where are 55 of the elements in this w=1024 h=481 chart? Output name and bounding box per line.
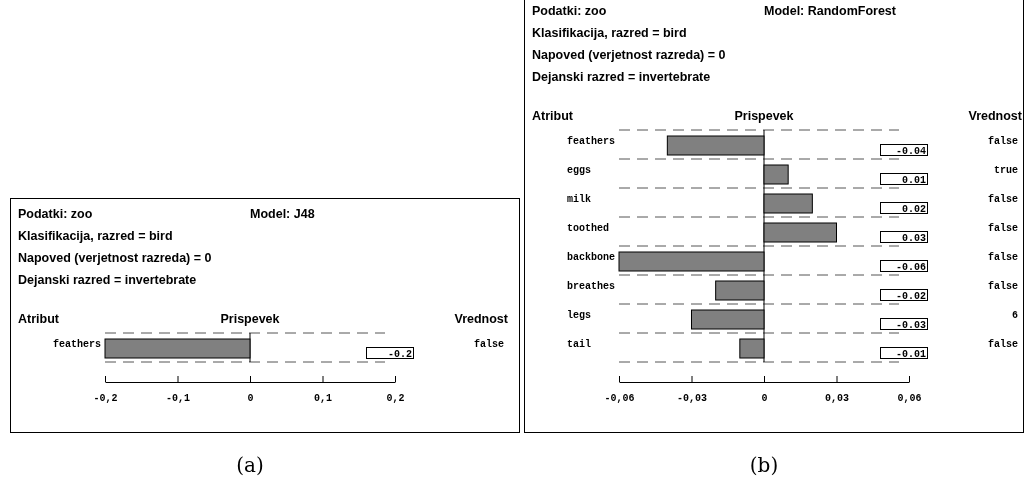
x-tick-label: 0	[761, 393, 768, 404]
data-label: -0.02	[895, 290, 926, 302]
y2-axis-title: Vrednost	[454, 312, 509, 326]
text: Dejanski razred = invertebrate	[18, 273, 197, 287]
x-tick-label: 0,1	[313, 393, 333, 404]
y2-axis-title: Vrednost	[968, 109, 1023, 123]
text: (a)	[236, 453, 264, 477]
x-tick-label: -0,03	[676, 393, 708, 404]
x-tick-label: 0,2	[386, 393, 405, 404]
data-label: -0.2	[387, 348, 412, 360]
y-tick-label: eggs	[567, 165, 592, 176]
text: Napoved (verjetnost razreda) = 0	[532, 48, 726, 62]
text: (b)	[749, 453, 779, 477]
text: Klasifikacija, razred = bird	[532, 26, 687, 40]
y-axis-title: Atribut	[18, 312, 60, 326]
data-label: 0.03	[901, 232, 926, 244]
text: false	[987, 223, 1018, 234]
y-tick-label: backbone	[567, 252, 616, 263]
text: Napoved (verjetnost razreda) = 0	[18, 251, 212, 265]
text: false	[987, 194, 1018, 205]
data-label: 0.02	[901, 203, 926, 215]
y-tick-label: feathers	[53, 339, 102, 350]
data-label: -0.03	[895, 319, 926, 331]
chart-title: Podatki: zoo	[532, 4, 607, 18]
y-tick-label: toothed	[567, 223, 610, 234]
text: Klasifikacija, razred = bird	[18, 229, 173, 243]
text: false	[473, 339, 504, 350]
x-axis-title: Prispevek	[220, 312, 280, 326]
x-tick-label: -0,06	[604, 393, 635, 404]
text: false	[987, 136, 1018, 147]
text: true	[993, 165, 1018, 176]
x-tick-label: -0,1	[165, 393, 191, 404]
y-tick-label: breathes	[567, 281, 616, 292]
data-label: -0.06	[895, 261, 926, 273]
data-label: 0.01	[901, 174, 926, 186]
x-tick-label: 0,03	[824, 393, 850, 404]
text: false	[987, 281, 1018, 292]
data-label: -0.04	[895, 145, 926, 157]
chart-subtitle: Model: J48	[250, 207, 315, 221]
y-tick-label: feathers	[567, 136, 616, 147]
x-tick-label: 0,06	[897, 393, 922, 404]
y-tick-label: tail	[567, 339, 592, 350]
x-tick-label: 0	[247, 393, 254, 404]
y-axis-title: Atribut	[532, 109, 574, 123]
chart-title: Podatki: zoo	[18, 207, 93, 221]
text: false	[987, 252, 1018, 263]
chart-subtitle: Model: RandomForest	[764, 4, 897, 18]
data-label: -0.01	[895, 348, 926, 360]
y-tick-label: legs	[567, 310, 592, 321]
text: false	[987, 339, 1018, 350]
text: 6	[1011, 310, 1018, 321]
y-tick-label: milk	[567, 194, 592, 205]
text: Dejanski razred = invertebrate	[532, 70, 711, 84]
x-tick-label: -0,2	[93, 393, 118, 404]
x-axis-title: Prispevek	[734, 109, 794, 123]
